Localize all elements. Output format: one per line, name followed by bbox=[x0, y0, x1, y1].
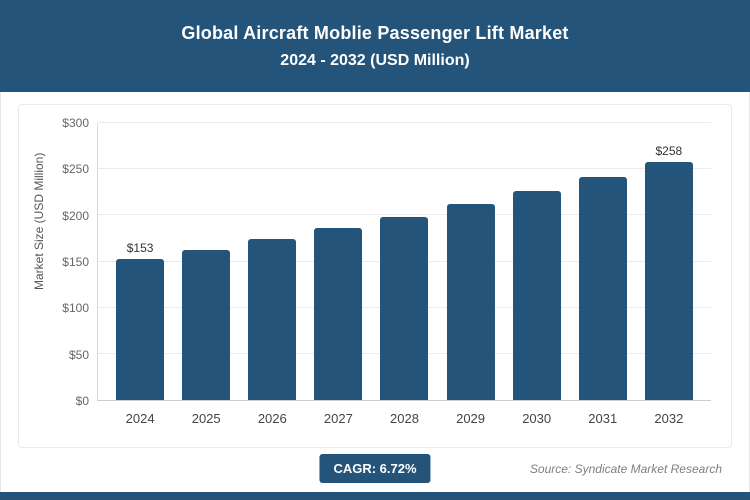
bar-group: 2027 bbox=[314, 123, 363, 426]
bar-group: 2026 bbox=[248, 123, 297, 426]
x-axis-tick-label: 2032 bbox=[654, 411, 684, 426]
y-axis-tick-label: $0 bbox=[75, 394, 89, 408]
source-attribution: Source: Syndicate Market Research bbox=[529, 462, 722, 476]
x-axis-tick-label: 2026 bbox=[257, 411, 287, 426]
plot-area: $153 2024 2025 2026 2027 2028 2029 2030 2031 $258… bbox=[97, 122, 711, 426]
grid-line bbox=[98, 214, 711, 216]
grid-line bbox=[98, 168, 711, 170]
y-axis-tick-label: $150 bbox=[62, 255, 89, 269]
y-axis-tick-label: $200 bbox=[62, 208, 89, 223]
bar[interactable] bbox=[446, 204, 495, 400]
bar-group: 2029 bbox=[446, 123, 495, 426]
chart-title-banner: Global Aircraft Moblie Passenger Lift Ma… bbox=[0, 0, 750, 92]
bar[interactable] bbox=[512, 191, 561, 400]
bottom-accent-strip bbox=[0, 492, 750, 500]
bar-group: $258 2032 bbox=[644, 123, 693, 426]
chart-subtitle: 2024 - 2032 (USD Million) bbox=[280, 51, 470, 69]
bar[interactable] bbox=[380, 217, 429, 400]
bar-value-label: $153 bbox=[126, 240, 154, 255]
bar[interactable] bbox=[116, 258, 165, 400]
x-axis-tick-label: 2028 bbox=[390, 411, 419, 426]
bar-value-label: $258 bbox=[655, 143, 683, 158]
y-axis-tick-label: $300 bbox=[62, 116, 89, 130]
bar[interactable] bbox=[644, 161, 693, 400]
bars: $153 2024 2025 2026 2027 2028 2029 2030 2031 $258… bbox=[98, 123, 711, 426]
y-axis-tick-label: $250 bbox=[62, 162, 89, 177]
x-axis-tick-label: 2029 bbox=[456, 411, 486, 426]
bar-group: 2031 bbox=[578, 123, 627, 426]
x-axis-tick-label: 2025 bbox=[191, 411, 221, 426]
x-axis-tick-label: 2030 bbox=[522, 411, 552, 426]
bar-group: 2025 bbox=[182, 123, 231, 426]
y-axis-tick-label: $50 bbox=[68, 347, 89, 362]
y-axis-tick-label: $100 bbox=[62, 301, 89, 316]
x-axis-tick-label: 2031 bbox=[588, 411, 618, 426]
bar[interactable] bbox=[578, 177, 627, 400]
bar-group: 2028 bbox=[380, 123, 429, 426]
cagr-badge: CAGR: 6.72% bbox=[319, 454, 431, 483]
x-axis-tick-label: 2027 bbox=[323, 411, 353, 426]
bar-chart: Market Size (USD Million) $0 $50 $100 $150 $… bbox=[32, 116, 717, 437]
grid-line bbox=[98, 122, 711, 123]
bar-group: 2030 bbox=[512, 123, 561, 426]
bar-group: $153 2024 bbox=[116, 123, 165, 426]
y-axis-ticks: $0 $50 $100 $150 $200 $250 $300 bbox=[55, 116, 97, 408]
chart-panel: Market Size (USD Million) $0 $50 $100 $150 $… bbox=[18, 104, 732, 448]
chart-title: Global Aircraft Moblie Passenger Lift Ma… bbox=[181, 22, 569, 43]
y-axis-label: Market Size (USD Million) bbox=[32, 152, 46, 290]
bar[interactable] bbox=[248, 239, 297, 400]
bar[interactable] bbox=[182, 249, 231, 400]
bar[interactable] bbox=[314, 228, 363, 400]
x-axis-tick-label: 2024 bbox=[125, 411, 155, 426]
